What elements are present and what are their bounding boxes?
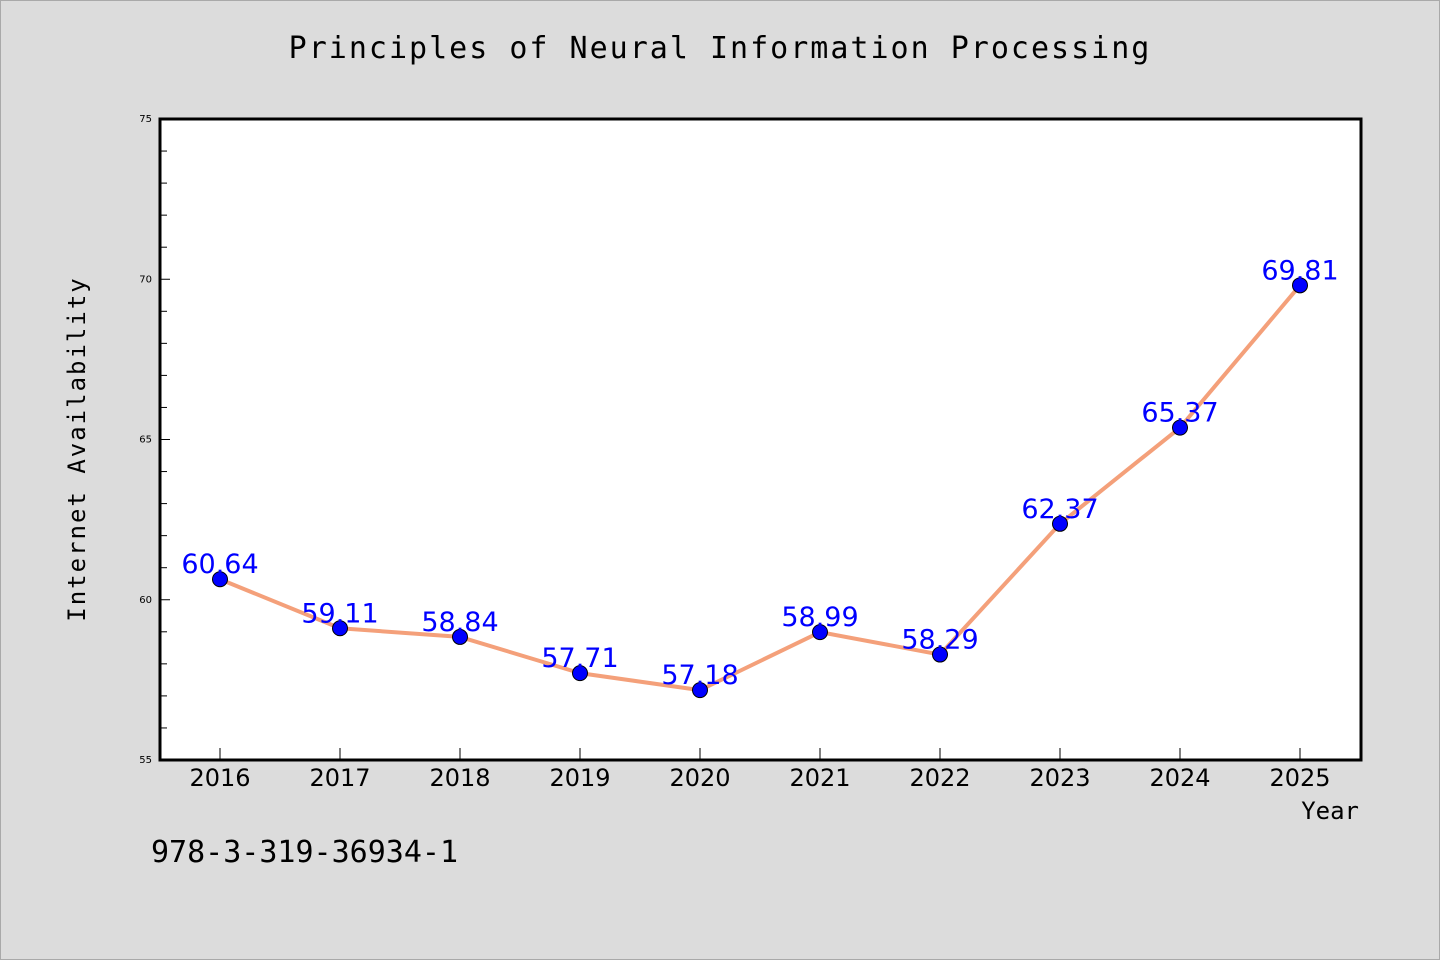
y-tick-label: 70 <box>139 274 152 285</box>
data-label: 62.37 <box>1021 494 1098 525</box>
data-point <box>812 624 828 641</box>
data-point <box>1172 419 1188 436</box>
footnote-isbn: 978-3-319-36934-1 <box>151 835 459 870</box>
data-label: 58.29 <box>901 625 978 656</box>
x-tick-label: 2023 <box>1029 764 1090 792</box>
x-tick-label: 2018 <box>429 764 490 792</box>
data-point <box>572 665 588 682</box>
y-tick-label: 75 <box>139 114 152 125</box>
plot-area <box>160 119 1361 760</box>
x-tick-label: 2021 <box>789 764 850 792</box>
x-tick-label: 2017 <box>309 764 370 792</box>
data-point <box>452 628 468 645</box>
data-label: 60.64 <box>181 549 258 580</box>
data-label: 59.11 <box>301 598 378 629</box>
data-label: 58.99 <box>781 602 858 633</box>
data-label: 69.81 <box>1261 255 1338 286</box>
data-point <box>332 620 348 637</box>
x-tick-label: 2016 <box>189 764 250 792</box>
x-tick-label: 2019 <box>549 764 610 792</box>
y-tick-label: 55 <box>139 755 152 766</box>
data-point <box>1292 277 1308 294</box>
y-tick-label: 65 <box>139 435 152 446</box>
x-tick-label: 2022 <box>909 764 970 792</box>
data-label: 58.84 <box>421 607 498 638</box>
plot-border <box>158 117 1363 762</box>
data-point <box>932 646 948 663</box>
data-point <box>692 682 708 699</box>
series-line <box>218 283 1302 693</box>
x-tick-label: 2025 <box>1269 764 1330 792</box>
data-point <box>212 571 228 588</box>
x-tick-label: 2024 <box>1149 764 1210 792</box>
data-label: 65.37 <box>1141 398 1218 429</box>
x-tick-label: 2020 <box>669 764 730 792</box>
data-label: 57.71 <box>541 643 618 674</box>
data-label: 57.18 <box>661 660 738 691</box>
data-point <box>1052 515 1068 532</box>
x-axis-title: Year <box>1301 797 1359 825</box>
chart-title: Principles of Neural Information Process… <box>288 31 1152 66</box>
y-tick-label: 60 <box>139 595 152 606</box>
